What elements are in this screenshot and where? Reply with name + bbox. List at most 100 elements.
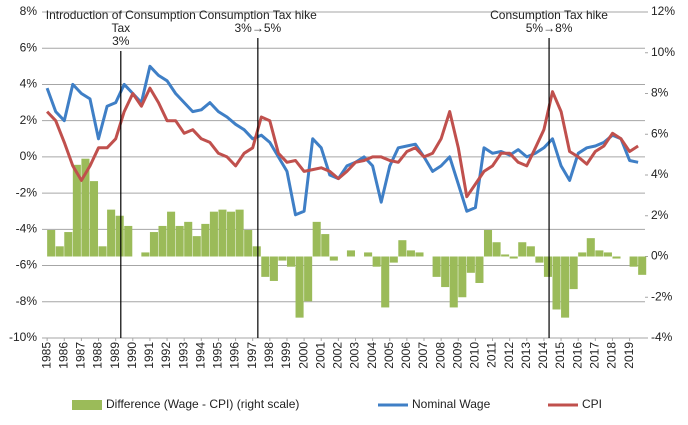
legend-label: CPI xyxy=(582,397,602,411)
bar xyxy=(612,256,621,259)
bar xyxy=(115,215,124,257)
x-tick-label: 1995 xyxy=(211,342,225,369)
y2-tick-label: 6% xyxy=(651,126,669,140)
x-tick-label: 2009 xyxy=(450,342,464,369)
bar xyxy=(398,240,407,257)
bar xyxy=(218,209,227,257)
annotation-text: Introduction of Consumption xyxy=(46,8,196,22)
x-tick-label: 2005 xyxy=(382,342,396,369)
bar xyxy=(107,209,116,257)
annotation-text: Tax xyxy=(111,21,130,35)
bar xyxy=(312,221,321,257)
bar xyxy=(561,256,570,318)
bar xyxy=(432,256,441,277)
bar xyxy=(372,256,381,267)
bar xyxy=(295,256,304,318)
bar xyxy=(261,256,270,277)
bar xyxy=(449,256,458,308)
x-tick-label: 1988 xyxy=(91,342,105,369)
y-tick-label: 4% xyxy=(20,77,38,91)
bar xyxy=(209,211,218,257)
y-tick-label: -2% xyxy=(16,185,38,199)
bar xyxy=(184,221,193,257)
grid xyxy=(42,11,645,339)
y2-tick-label: 10% xyxy=(651,45,675,59)
bar xyxy=(492,242,501,257)
bar xyxy=(509,256,518,259)
bar xyxy=(269,256,278,281)
bar xyxy=(278,256,287,261)
bar xyxy=(415,252,424,257)
bar xyxy=(406,250,415,257)
bar xyxy=(252,246,261,257)
x-tick-label: 1987 xyxy=(74,342,88,369)
bar xyxy=(201,223,210,257)
x-tick-label: 1992 xyxy=(159,342,173,369)
annotation-text: Consumption Tax hike xyxy=(490,8,608,22)
x-tick-label: 2015 xyxy=(553,342,567,369)
bar xyxy=(441,256,450,288)
y2-tick-label: 8% xyxy=(651,86,669,100)
y-tick-label: 6% xyxy=(20,40,38,54)
line xyxy=(46,86,639,199)
annotation-text: Consumption Tax hike xyxy=(199,8,317,22)
x-tick-label: 2007 xyxy=(416,342,430,369)
y2-tick-label: 2% xyxy=(651,208,669,222)
bar xyxy=(346,250,355,257)
bar xyxy=(64,232,73,257)
legend-swatch xyxy=(72,400,102,410)
x-tick-label: 2019 xyxy=(622,342,636,369)
bar xyxy=(158,225,167,257)
bar xyxy=(518,242,527,257)
x-tick-label: 1986 xyxy=(56,342,70,369)
x-tick-label: 1997 xyxy=(245,342,259,369)
bar xyxy=(586,238,595,257)
y2-tick-label: -4% xyxy=(651,330,673,344)
bar xyxy=(149,232,158,257)
bar xyxy=(578,252,587,257)
x-tick-label: 1985 xyxy=(39,342,53,369)
x-tick-label: 1990 xyxy=(125,342,139,369)
bar xyxy=(552,256,561,310)
x-tick-label: 2001 xyxy=(313,342,327,369)
y2-tick-label: 12% xyxy=(651,4,675,18)
bar xyxy=(304,256,313,302)
bar xyxy=(483,230,493,257)
y-tick-label: -10% xyxy=(9,330,37,344)
x-tick-label: 1998 xyxy=(262,342,276,369)
bar xyxy=(167,211,176,257)
bar xyxy=(458,256,467,298)
bar xyxy=(329,256,338,261)
bar xyxy=(227,211,236,257)
bar xyxy=(321,234,330,257)
bar xyxy=(98,246,107,257)
bar xyxy=(526,246,535,257)
y-tick-label: 2% xyxy=(20,113,38,127)
legend-label: Difference (Wage - CPI) (right scale) xyxy=(106,397,299,411)
x-tick-label: 2004 xyxy=(365,342,379,369)
x-tick-label: 2002 xyxy=(331,342,345,369)
y-tick-label: 0% xyxy=(20,149,38,163)
x-tick-label: 2008 xyxy=(433,342,447,369)
y-tick-label: -6% xyxy=(16,258,38,272)
bar xyxy=(475,256,484,283)
bar xyxy=(638,256,647,275)
bar xyxy=(501,254,510,257)
bar xyxy=(629,256,638,267)
x-tick-label: 1991 xyxy=(142,342,156,369)
y2-tick-label: 0% xyxy=(651,249,669,263)
x-tick-label: 2000 xyxy=(296,342,310,369)
x-tick-label: 1993 xyxy=(176,342,190,369)
bar xyxy=(55,246,64,257)
x-tick-label: 2012 xyxy=(502,342,516,369)
x-tick-label: 2016 xyxy=(570,342,584,369)
y2-tick-label: -2% xyxy=(651,289,673,303)
bar xyxy=(81,158,90,257)
y-tick-label: 8% xyxy=(20,4,38,18)
x-tick-label: 1996 xyxy=(228,342,242,369)
annotation-text: 3%→5% xyxy=(235,21,282,35)
bar xyxy=(47,230,56,257)
x-tick-label: 2014 xyxy=(536,342,550,369)
